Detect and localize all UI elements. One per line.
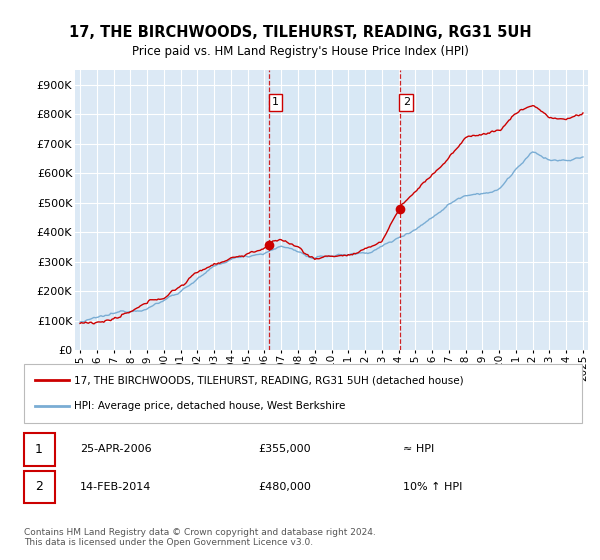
Text: 1: 1 (35, 443, 43, 456)
Text: 2: 2 (403, 97, 410, 107)
Text: £355,000: £355,000 (259, 445, 311, 454)
Text: 17, THE BIRCHWOODS, TILEHURST, READING, RG31 5UH: 17, THE BIRCHWOODS, TILEHURST, READING, … (68, 25, 532, 40)
Text: £480,000: £480,000 (259, 482, 311, 492)
Text: 25-APR-2006: 25-APR-2006 (80, 445, 151, 454)
Text: HPI: Average price, detached house, West Berkshire: HPI: Average price, detached house, West… (74, 402, 346, 412)
Text: Contains HM Land Registry data © Crown copyright and database right 2024.
This d: Contains HM Land Registry data © Crown c… (24, 528, 376, 547)
Text: ≈ HPI: ≈ HPI (403, 445, 434, 454)
Text: 17, THE BIRCHWOODS, TILEHURST, READING, RG31 5UH (detached house): 17, THE BIRCHWOODS, TILEHURST, READING, … (74, 375, 464, 385)
Text: 10% ↑ HPI: 10% ↑ HPI (403, 482, 463, 492)
FancyBboxPatch shape (24, 470, 55, 503)
Text: 14-FEB-2014: 14-FEB-2014 (80, 482, 151, 492)
Bar (269, 70, 400, 350)
Text: 1: 1 (272, 97, 279, 107)
FancyBboxPatch shape (24, 433, 55, 466)
Text: 2: 2 (35, 480, 43, 493)
FancyBboxPatch shape (24, 364, 582, 423)
Text: Price paid vs. HM Land Registry's House Price Index (HPI): Price paid vs. HM Land Registry's House … (131, 45, 469, 58)
